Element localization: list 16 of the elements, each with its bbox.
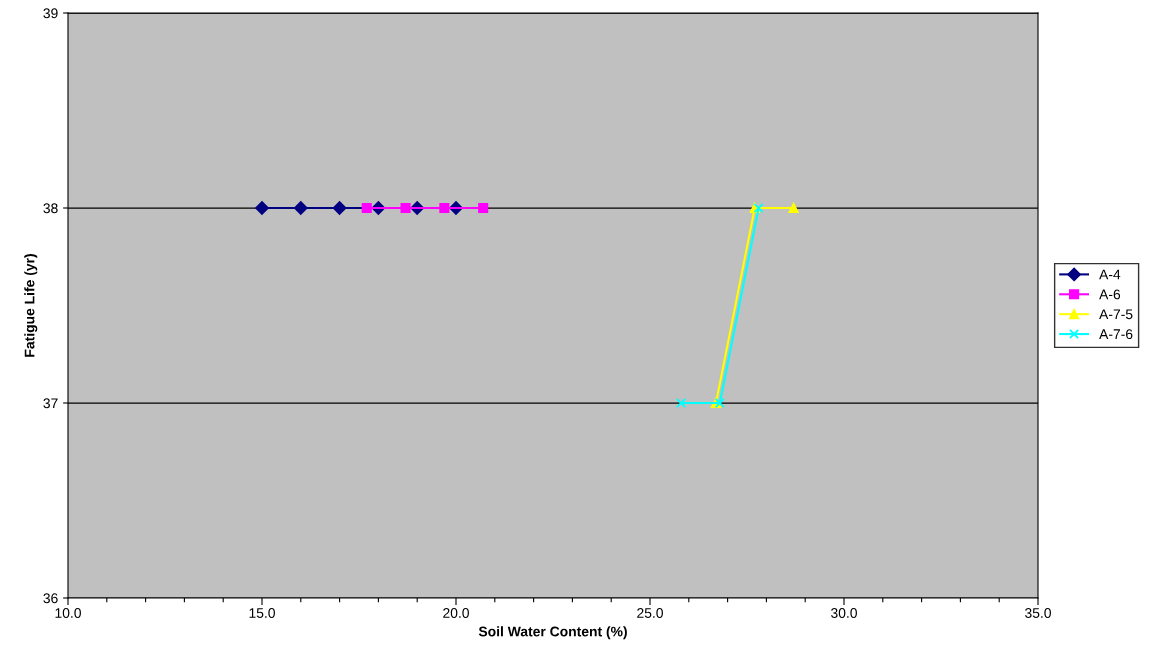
y-tick-label: 38 bbox=[43, 203, 58, 214]
legend-label: A-6 bbox=[1099, 289, 1121, 300]
x-tick-label: 20.0 bbox=[443, 608, 469, 618]
legend-label: A-7-5 bbox=[1099, 309, 1133, 320]
y-tick-label: 39 bbox=[43, 8, 58, 19]
y-tick-label: 37 bbox=[43, 398, 58, 409]
x-tick-label: 10.0 bbox=[55, 608, 81, 618]
y-axis-title: Fatigue Life (yr) bbox=[24, 254, 38, 357]
y-tick-label: 36 bbox=[43, 593, 58, 604]
x-tick-label: 35.0 bbox=[1025, 608, 1051, 618]
legend-label: A-7-6 bbox=[1099, 329, 1133, 340]
x-axis-title: Soil Water Content (%) bbox=[478, 626, 627, 640]
x-tick-label: 25.0 bbox=[637, 608, 663, 618]
legend-label: A-4 bbox=[1099, 269, 1121, 280]
x-tick-label: 30.0 bbox=[831, 608, 857, 618]
x-tick-label: 15.0 bbox=[249, 608, 275, 618]
